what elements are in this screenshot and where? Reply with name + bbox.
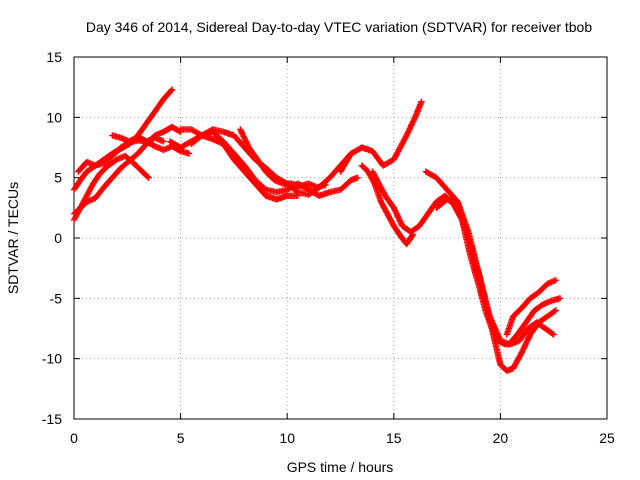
data-point — [410, 116, 418, 124]
data-point — [238, 128, 245, 136]
x-axis-label: GPS time / hours — [287, 459, 394, 475]
x-tick-label: 25 — [599, 430, 615, 446]
data-point — [403, 132, 410, 139]
data-point — [521, 343, 528, 351]
data-point — [354, 174, 361, 181]
x-tick-label: 15 — [386, 430, 402, 446]
data-point — [391, 207, 399, 214]
data-point — [145, 174, 152, 181]
data-point — [395, 214, 402, 221]
x-tick-label: 20 — [493, 430, 509, 446]
data-point — [322, 181, 329, 189]
data-point — [237, 127, 245, 134]
data-point — [549, 330, 556, 337]
data-point — [167, 87, 175, 94]
data-point — [518, 349, 525, 356]
series-arc-3 — [70, 123, 184, 218]
data-point — [406, 126, 413, 134]
data-point — [552, 307, 560, 314]
data-point — [237, 126, 244, 133]
data-point — [407, 122, 415, 129]
axis-ticks: 0 5 10 15 20 25 -15 -10 -5 0 5 10 15 — [42, 49, 615, 446]
y-tick-label: -5 — [50, 290, 63, 306]
series-arc-8 — [166, 132, 302, 203]
y-tick-label: 0 — [54, 230, 62, 246]
data-point — [243, 138, 250, 146]
data-point — [524, 336, 531, 344]
series-arc-9 — [237, 126, 329, 191]
y-axis-label: SDTVAR / TECUs — [5, 182, 21, 294]
data-point — [242, 137, 249, 144]
data-point — [404, 130, 411, 138]
data-point — [405, 128, 412, 135]
chart-title: Day 346 of 2014, Sidereal Day-to-day VTE… — [86, 19, 593, 35]
series-arc-15 — [503, 277, 560, 338]
data-point — [243, 140, 251, 147]
data-point — [294, 192, 302, 199]
data-point — [393, 211, 401, 218]
y-tick-label: 15 — [46, 49, 62, 65]
series-arc-14 — [433, 196, 564, 348]
data-point — [241, 134, 248, 141]
data-point — [394, 212, 401, 220]
data-point — [409, 118, 417, 125]
data-point — [144, 173, 151, 180]
x-tick-label: 10 — [279, 430, 295, 446]
x-tick-label: 5 — [177, 430, 185, 446]
data-point — [396, 217, 403, 224]
data-point — [522, 341, 529, 348]
data-point — [525, 334, 533, 341]
data-point — [418, 98, 425, 105]
data-point — [408, 121, 416, 128]
data-point — [239, 131, 247, 139]
y-tick-label: -10 — [42, 351, 62, 367]
series-arc-10 — [337, 98, 425, 175]
data-point — [404, 129, 412, 136]
data-point — [552, 277, 560, 284]
data-point — [523, 338, 531, 345]
data-point — [525, 335, 532, 342]
data-point — [392, 208, 399, 216]
y-tick-label: 5 — [54, 170, 62, 186]
data-point — [520, 345, 527, 352]
data-point — [397, 218, 404, 225]
series-arc-11 — [358, 162, 417, 248]
data-point — [556, 295, 564, 302]
data-point — [407, 123, 414, 131]
data-point — [519, 348, 526, 355]
data-point — [240, 133, 247, 140]
data-point — [239, 130, 246, 137]
x-tick-label: 0 — [70, 430, 78, 446]
data-point — [391, 206, 398, 213]
data-point — [519, 346, 527, 354]
data-point — [390, 204, 397, 212]
data-point — [550, 331, 557, 338]
data-point — [160, 138, 167, 145]
series-arc-5 — [109, 132, 167, 145]
data-point — [244, 141, 251, 148]
data-point — [168, 86, 176, 93]
y-tick-label: 10 — [46, 109, 62, 125]
y-tick-label: -15 — [42, 411, 62, 427]
data-point — [241, 135, 249, 143]
data-point — [406, 125, 414, 132]
data-point — [523, 339, 530, 347]
data-point — [411, 115, 418, 122]
data-point — [551, 308, 558, 315]
data-points — [70, 86, 564, 374]
data-point — [395, 215, 403, 223]
data-point — [397, 219, 405, 227]
data-point — [409, 119, 416, 127]
data-point — [521, 342, 529, 349]
data-point — [393, 210, 400, 217]
data-point — [185, 150, 193, 157]
